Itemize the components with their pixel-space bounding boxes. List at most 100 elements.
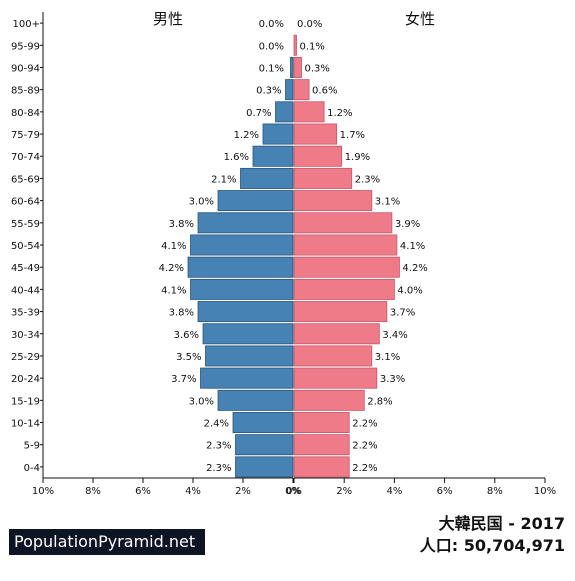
x-tick-label-left: 8% <box>85 486 101 497</box>
male-bar <box>240 167 294 189</box>
x-tick-label-right: 10% <box>534 486 556 497</box>
age-group-label: 15-19 <box>11 396 40 407</box>
male-value-label: 2.3% <box>206 463 231 474</box>
age-group-label: 35-39 <box>11 308 40 319</box>
x-tick-label-right: 8% <box>487 486 503 497</box>
female-bar <box>293 145 343 167</box>
x-tick-label-left: 2% <box>235 486 251 497</box>
x-tick-label-left: 6% <box>135 486 151 497</box>
male-bar <box>252 145 294 167</box>
female-value-label: 1.9% <box>345 152 370 163</box>
male-value-label: 3.8% <box>169 219 194 230</box>
female-value-label: 3.1% <box>375 352 400 363</box>
male-bar <box>187 256 294 278</box>
female-bar <box>293 323 380 345</box>
age-group-label: 10-14 <box>11 419 40 430</box>
male-value-label: 1.6% <box>224 152 249 163</box>
female-bar <box>293 256 400 278</box>
female-value-label: 2.3% <box>355 174 380 185</box>
female-bar <box>293 434 350 456</box>
age-group-label: 95-99 <box>11 41 40 52</box>
x-tick-label-right: 4% <box>386 486 402 497</box>
x-tick-label-right: 0% <box>286 486 302 497</box>
age-group-label: 30-34 <box>11 330 40 341</box>
male-bar <box>235 456 294 478</box>
population-pyramid-chart: 男性 女性 2.3% 2.2% 0-4 2.3% 2.2% 5-9 2.4% 2.2% 10-14 3… <box>11 10 556 497</box>
female-bar <box>293 212 393 234</box>
age-group-label: 60-64 <box>11 197 40 208</box>
age-group-label: 90-94 <box>11 63 40 74</box>
population-total: 人口: 50,704,971 <box>419 536 565 555</box>
male-bar <box>232 412 294 434</box>
male-bar <box>200 367 294 389</box>
female-value-label: 2.2% <box>352 441 377 452</box>
female-value-label: 1.2% <box>327 108 352 119</box>
female-value-label: 3.7% <box>390 308 415 319</box>
male-bar <box>217 190 294 212</box>
female-value-label: 2.2% <box>352 463 377 474</box>
female-value-label: 2.2% <box>352 419 377 430</box>
female-value-label: 1.7% <box>340 130 365 141</box>
female-bar <box>293 367 378 389</box>
female-bar <box>293 123 338 145</box>
male-bar <box>262 123 294 145</box>
age-group-label: 100+ <box>13 19 40 30</box>
age-group-label: 80-84 <box>11 108 40 119</box>
female-bar <box>293 167 353 189</box>
male-value-label: 4.1% <box>161 241 186 252</box>
female-bar <box>293 412 350 434</box>
x-tick-label-right: 6% <box>437 486 453 497</box>
age-group-label: 85-89 <box>11 86 40 97</box>
male-bar <box>275 101 294 123</box>
female-series-label: 女性 <box>405 10 435 28</box>
female-bar <box>293 278 395 300</box>
x-tick-label-left: 4% <box>185 486 201 497</box>
age-group-label: 45-49 <box>11 263 40 274</box>
female-bar <box>293 345 373 367</box>
female-value-label: 0.0% <box>297 19 322 30</box>
male-value-label: 0.0% <box>259 41 284 52</box>
female-bar <box>293 456 350 478</box>
age-group-label: 25-29 <box>11 352 40 363</box>
brand-badge[interactable]: PopulationPyramid.net <box>9 529 205 555</box>
male-value-label: 3.6% <box>174 330 199 341</box>
chart-caption: 大韓民国 - 2017 人口: 50,704,971 <box>420 513 565 557</box>
male-bar <box>197 212 294 234</box>
male-value-label: 3.0% <box>189 197 214 208</box>
male-bar <box>190 234 294 256</box>
male-value-label: 4.2% <box>159 263 184 274</box>
female-value-label: 0.6% <box>312 86 337 97</box>
age-group-label: 20-24 <box>11 374 40 385</box>
female-bar <box>293 190 373 212</box>
female-value-label: 0.1% <box>300 41 325 52</box>
age-group-label: 75-79 <box>11 130 40 141</box>
male-bar <box>235 434 294 456</box>
male-value-label: 0.7% <box>246 108 271 119</box>
male-value-label: 3.8% <box>169 308 194 319</box>
x-tick-label-right: 2% <box>336 486 352 497</box>
female-value-label: 4.0% <box>397 285 422 296</box>
female-bar <box>293 101 325 123</box>
female-value-label: 3.3% <box>380 374 405 385</box>
female-value-label: 4.2% <box>402 263 427 274</box>
male-value-label: 0.1% <box>259 63 284 74</box>
chart-title: 大韓民国 - 2017 <box>438 514 565 533</box>
male-series-label: 男性 <box>153 10 183 28</box>
male-value-label: 2.1% <box>211 174 236 185</box>
age-group-label: 65-69 <box>11 174 40 185</box>
male-bar <box>190 278 294 300</box>
male-bar <box>285 79 294 101</box>
age-group-label: 55-59 <box>11 219 40 230</box>
male-value-label: 2.4% <box>204 419 229 430</box>
male-value-label: 3.5% <box>176 352 201 363</box>
male-bar <box>290 56 294 78</box>
age-group-label: 70-74 <box>11 152 40 163</box>
male-bar <box>197 301 294 323</box>
male-bar <box>217 389 294 411</box>
male-value-label: 2.3% <box>206 441 231 452</box>
female-bar <box>293 389 365 411</box>
age-group-label: 5-9 <box>24 441 40 452</box>
female-value-label: 3.4% <box>382 330 407 341</box>
female-bar <box>293 234 398 256</box>
male-value-label: 4.1% <box>161 285 186 296</box>
